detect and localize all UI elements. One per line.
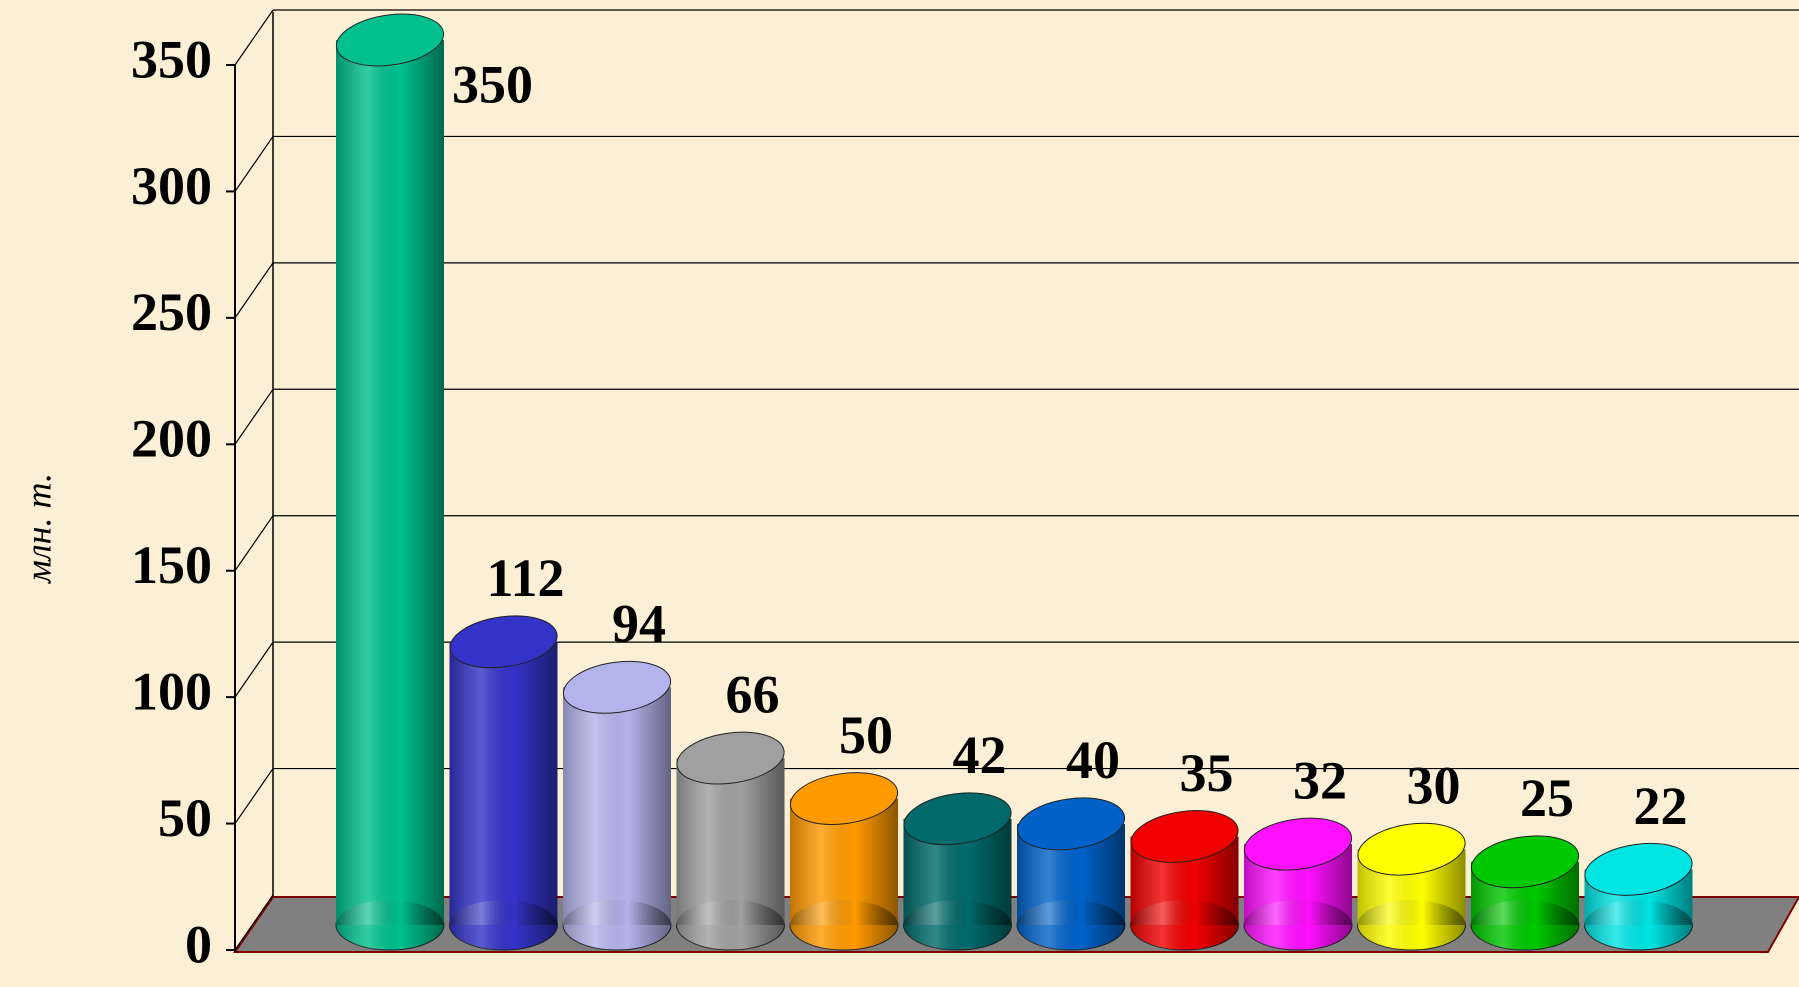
bar-bottom-shade bbox=[903, 900, 1012, 950]
bar-bottom-shade bbox=[676, 900, 785, 950]
grid-diagonal bbox=[234, 388, 274, 445]
bar-top bbox=[1016, 797, 1126, 851]
bar-top bbox=[335, 13, 445, 67]
bar-shading bbox=[563, 687, 671, 925]
grid-diagonal bbox=[234, 136, 274, 192]
bar-top bbox=[1130, 810, 1239, 863]
value-label: 40 bbox=[1066, 730, 1120, 790]
value-label: 32 bbox=[1293, 750, 1347, 810]
bar-top bbox=[789, 772, 899, 825]
y-tick-label: 150 bbox=[131, 535, 212, 595]
value-label: 66 bbox=[726, 665, 780, 725]
grid-diagonal bbox=[234, 262, 274, 319]
value-label: 350 bbox=[452, 54, 533, 114]
bar-bottom-shade bbox=[449, 900, 558, 950]
grid-diagonal bbox=[234, 641, 274, 698]
bar-top bbox=[1470, 835, 1580, 889]
value-label: 22 bbox=[1634, 776, 1688, 836]
grid-diagonal bbox=[234, 894, 274, 951]
y-tick-label: 300 bbox=[131, 156, 212, 216]
bar-top bbox=[676, 731, 785, 785]
bar-top bbox=[1357, 822, 1466, 876]
value-label: 42 bbox=[953, 725, 1007, 785]
bar-bottom-shade bbox=[563, 900, 671, 950]
y-tick-label: 100 bbox=[131, 662, 212, 722]
bar-bottom-shade bbox=[1471, 900, 1579, 950]
y-tick-label: 50 bbox=[158, 788, 212, 848]
bar-top bbox=[1584, 842, 1693, 896]
value-label: 25 bbox=[1520, 768, 1574, 828]
value-label: 50 bbox=[839, 705, 893, 765]
grid-diagonal bbox=[234, 9, 274, 66]
bar-bottom-shade bbox=[1130, 900, 1239, 950]
bar-shading bbox=[449, 641, 558, 925]
y-tick-label: 0 bbox=[185, 914, 212, 974]
y-tick-label: 250 bbox=[131, 282, 212, 342]
bar-top bbox=[562, 660, 672, 714]
y-tick-label: 350 bbox=[131, 29, 212, 89]
bar-top bbox=[1243, 817, 1353, 871]
bar-bottom-shade bbox=[1357, 900, 1466, 950]
bar-top bbox=[903, 792, 1012, 846]
bar-shading bbox=[676, 758, 785, 925]
bar-bottom-shade bbox=[336, 900, 444, 950]
value-label: 94 bbox=[612, 594, 666, 654]
value-label: 35 bbox=[1180, 743, 1234, 803]
bar-bottom-shade bbox=[790, 900, 898, 950]
bar-bottom-shade bbox=[1017, 900, 1125, 950]
grid-diagonal bbox=[234, 768, 274, 824]
bar-bottom-shade bbox=[1584, 900, 1693, 950]
grid-diagonal bbox=[234, 515, 274, 572]
bar-top bbox=[449, 615, 558, 669]
bar-shading bbox=[336, 40, 444, 925]
y-axis-title: млн. т. bbox=[18, 473, 58, 585]
value-label: 30 bbox=[1407, 756, 1461, 816]
bar-bottom-shade bbox=[1244, 900, 1352, 950]
value-label: 112 bbox=[486, 548, 564, 608]
y-tick-label: 200 bbox=[131, 409, 212, 469]
